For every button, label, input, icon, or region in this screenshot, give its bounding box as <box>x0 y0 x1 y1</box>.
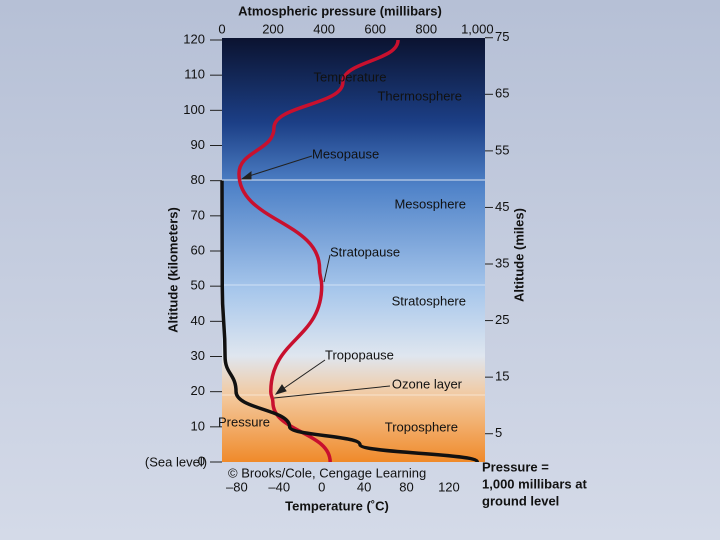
y2-tick-label: 75 <box>495 29 509 44</box>
y-tick-label: 20 <box>191 383 205 398</box>
y2-tick-label: 25 <box>495 312 509 327</box>
y-tick-label: 60 <box>191 242 205 257</box>
y-tick-label: 80 <box>191 172 205 187</box>
annotation: Ozone layer <box>392 376 463 391</box>
y2-tick-label: 65 <box>495 86 509 101</box>
y-axis-title: Altitude (kilometers) <box>165 207 180 333</box>
annotation: Mesosphere <box>394 196 466 211</box>
x2-tick-label: 800 <box>415 21 437 36</box>
annotation: Stratopause <box>330 244 400 259</box>
plot-area <box>222 38 485 462</box>
series-line <box>237 39 400 463</box>
x-tick-label: 80 <box>399 479 413 494</box>
y-tick-label: 10 <box>191 418 205 433</box>
y2-tick-label: 55 <box>495 142 509 157</box>
x2-tick-label: 600 <box>364 21 386 36</box>
x-axis-title: Temperature (˚C) <box>285 498 389 513</box>
y-tick-label: 40 <box>191 313 205 328</box>
x-tick-label: –80 <box>226 479 248 494</box>
arrows <box>240 155 391 399</box>
note-line: ground level <box>482 493 559 508</box>
annotation: Mesopause <box>312 146 379 161</box>
y2-axis-title: Altitude (miles) <box>511 208 526 302</box>
note-line: Pressure = <box>482 459 549 474</box>
x2-tick-label: 1,000 <box>461 21 494 36</box>
x-tick-label: 40 <box>357 479 371 494</box>
x-tick-label: 120 <box>438 479 460 494</box>
y-tick-label: 100 <box>183 102 205 117</box>
y-tick-label: 0 <box>198 453 205 468</box>
annotation: Troposphere <box>385 419 458 434</box>
y-tick-label: 110 <box>184 67 205 82</box>
annotation: Stratosphere <box>392 293 466 308</box>
y-tick-label: 90 <box>191 137 205 152</box>
note-line: 1,000 millibars at <box>482 476 587 491</box>
series-line <box>220 180 480 464</box>
y-tick-label: 30 <box>191 348 205 363</box>
y-tick-label: 50 <box>191 278 205 293</box>
y-tick-label: 70 <box>191 207 205 222</box>
x-tick-label: –40 <box>268 479 290 494</box>
annotation: Thermosphere <box>377 88 462 103</box>
credit: © Brooks/Cole, Cengage Learning <box>228 465 426 480</box>
y-tick-label: 120 <box>183 31 205 46</box>
x2-tick-label: 400 <box>313 21 335 36</box>
x2-tick-label: 200 <box>262 21 284 36</box>
x2-tick-label: 0 <box>218 21 225 36</box>
y2-tick-label: 15 <box>495 369 509 384</box>
annotation: Tropopause <box>325 347 394 362</box>
series-label: Temperature <box>314 69 387 84</box>
sea-level-label: (Sea level) <box>145 454 207 469</box>
series-label: Pressure <box>218 414 270 429</box>
y2-tick-label: 35 <box>495 255 509 270</box>
y2-tick-label: 5 <box>495 425 502 440</box>
x2-axis-title: Atmospheric pressure (millibars) <box>238 3 442 18</box>
y2-tick-label: 45 <box>495 199 509 214</box>
x-tick-label: 0 <box>318 479 325 494</box>
